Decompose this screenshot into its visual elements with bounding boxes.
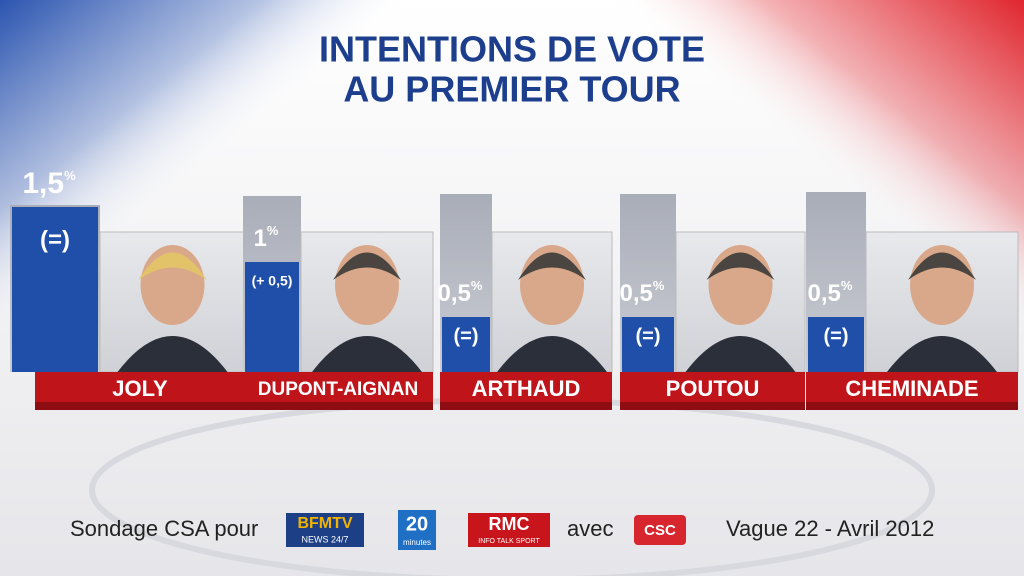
logo: minutes: [403, 538, 431, 547]
footer: Sondage CSA pour BFMTV NEWS 24/7 20 minu…: [70, 510, 934, 550]
value-number: 1,5: [22, 167, 64, 200]
value-label: 0,5%: [808, 278, 853, 307]
title-line: INTENTIONS DE VOTE: [319, 29, 705, 70]
portrait-body: [497, 336, 607, 372]
logo: INFO TALK SPORT: [478, 538, 540, 545]
portrait-body: [312, 336, 422, 372]
value-unit: %: [267, 223, 279, 238]
portrait-body: [685, 336, 796, 372]
bar: [245, 262, 299, 372]
logo-bg: [634, 515, 686, 545]
portrait-body: [117, 336, 228, 372]
logo-bg: [286, 513, 364, 547]
value-label: 0,5%: [438, 278, 483, 307]
candidate-name: ARTHAUD: [472, 376, 581, 401]
change-label: (+ 0,5): [252, 273, 293, 289]
value-number: 0,5: [438, 280, 471, 307]
name-plate-shade: [35, 402, 245, 410]
bar: [12, 207, 98, 372]
candidate-panel: 1,5% (=) JOLY: [10, 167, 246, 410]
logo: RMC: [489, 514, 530, 534]
logo-bg: [398, 510, 436, 550]
candidate-panel: 1% (+ 0,5) DUPONT-AIGNAN: [243, 196, 434, 410]
portrait-hair: [908, 252, 976, 280]
portrait-hair: [333, 252, 401, 280]
source: Sondage CSA pour: [70, 516, 258, 541]
value-number: 0,5: [620, 280, 653, 307]
candidate-panel: 0,5% (=) ARTHAUD: [438, 194, 613, 410]
value-label: 1,5%: [22, 167, 76, 200]
portrait-hair: [706, 252, 775, 280]
change-label: (=): [40, 226, 70, 253]
value-unit: %: [64, 168, 76, 183]
value-unit: %: [841, 278, 853, 293]
change-label: (=): [824, 325, 849, 347]
logo: BFMTV: [297, 515, 352, 532]
name-plate-shade: [620, 402, 805, 410]
change-label: (=): [636, 325, 661, 347]
with: avec: [567, 516, 613, 541]
wave: Vague 22 - Avril 2012: [726, 516, 934, 541]
bar: [622, 317, 674, 372]
panels: 1,5% (=) JOLY 1% (+ 0,5) DUPONT-AIGNAN 0,5% (=)…: [10, 167, 1019, 410]
bar: [442, 317, 490, 372]
name-plate-shade: [243, 402, 433, 410]
name-plate-shade: [806, 402, 1018, 410]
bar: [808, 317, 864, 372]
logo-bg: [468, 513, 550, 547]
change-label: (=): [454, 325, 479, 347]
value-label: 0,5%: [620, 278, 665, 307]
candidate-panel: 0,5% (=) CHEMINADE: [806, 192, 1019, 410]
logo: CSC: [644, 522, 676, 539]
name-plate-shade: [440, 402, 612, 410]
candidate-name: JOLY: [112, 376, 168, 401]
portrait-hair: [518, 252, 586, 280]
value-unit: %: [471, 278, 483, 293]
logo: NEWS 24/7: [301, 534, 348, 544]
value-label: 1%: [254, 223, 279, 252]
candidate-panel: 0,5% (=) POUTOU: [620, 194, 806, 410]
title-line: AU PREMIER TOUR: [343, 69, 680, 110]
candidate-name: POUTOU: [666, 376, 760, 401]
portrait-hair: [138, 252, 207, 280]
portrait-body: [887, 336, 997, 372]
logo: 20: [406, 513, 428, 535]
value-unit: %: [653, 278, 665, 293]
value-number: 0,5: [808, 280, 841, 307]
value-number: 1: [254, 225, 267, 252]
candidate-name: CHEMINADE: [845, 376, 978, 401]
candidate-name: DUPONT-AIGNAN: [258, 379, 418, 400]
